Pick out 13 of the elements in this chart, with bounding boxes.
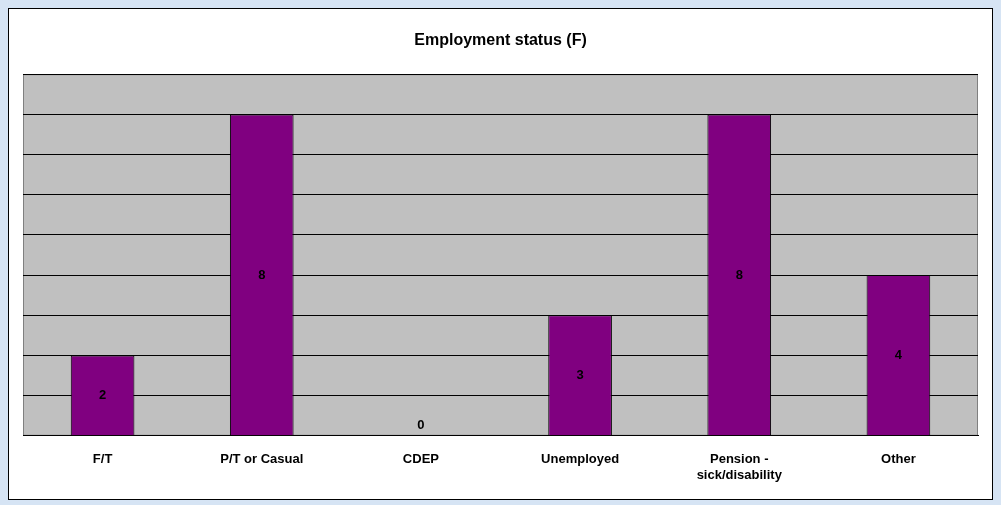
data-label: 8 bbox=[258, 266, 266, 282]
data-label: 4 bbox=[894, 347, 903, 363]
data-label: 0 bbox=[417, 417, 425, 433]
data-label: 8 bbox=[735, 266, 743, 282]
data-label: 3 bbox=[576, 367, 584, 383]
chart-title: Employment status (F) bbox=[414, 31, 587, 49]
x-tick-label: Unemployed bbox=[541, 451, 620, 467]
x-tick-label: CDEP bbox=[402, 451, 440, 467]
x-tick-label: F/T bbox=[92, 451, 113, 467]
x-tick-label: Other bbox=[881, 451, 916, 467]
data-label: 2 bbox=[98, 387, 107, 403]
x-tick-label: Pension - sick/disability bbox=[696, 451, 783, 482]
x-tick-label: P/T or Casual bbox=[220, 451, 304, 467]
